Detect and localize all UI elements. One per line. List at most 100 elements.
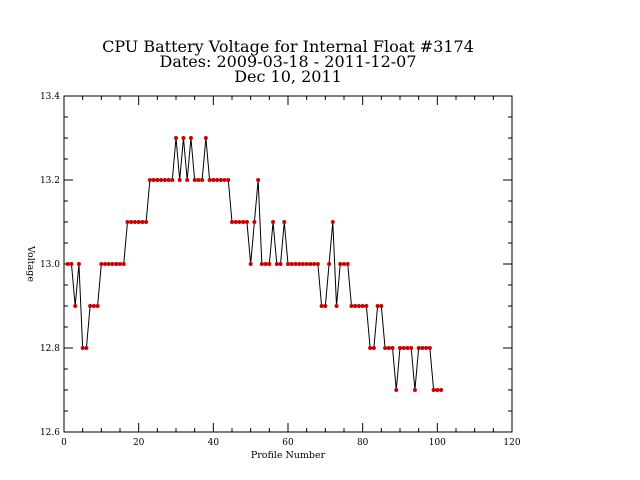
data-point: [185, 178, 190, 182]
data-point: [342, 262, 346, 266]
data-points: [65, 136, 444, 392]
data-point: [226, 178, 231, 182]
data-point: [427, 346, 432, 350]
axis-ticks: [63, 95, 513, 433]
data-point: [263, 262, 268, 266]
data-point: [398, 346, 402, 350]
data-point: [319, 304, 324, 308]
data-point: [181, 136, 186, 140]
data-point: [99, 262, 104, 266]
data-point: [252, 220, 257, 224]
data-point: [412, 388, 417, 392]
data-point: [274, 262, 279, 266]
data-point: [267, 262, 272, 266]
data-point: [286, 262, 290, 266]
data-point: [136, 220, 141, 224]
data-point: [132, 220, 137, 224]
data-point: [196, 178, 201, 182]
data-point: [256, 178, 261, 182]
x-tick-label: 20: [133, 438, 145, 448]
data-point: [368, 346, 373, 350]
data-point: [424, 346, 429, 350]
data-point: [118, 262, 122, 266]
y-tick-label: 12.8: [40, 344, 60, 354]
x-tick-label: 60: [282, 438, 294, 448]
data-point: [308, 262, 313, 266]
data-point: [140, 220, 145, 224]
data-point: [106, 262, 111, 266]
data-point: [330, 220, 335, 224]
x-tick-label: 80: [357, 438, 369, 448]
x-axis-label: Profile Number: [251, 450, 326, 461]
chart-title-line-3: Dec 10, 2011: [234, 67, 342, 86]
data-point: [312, 262, 317, 266]
data-point: [233, 220, 238, 224]
data-point: [383, 346, 388, 350]
data-point: [375, 304, 380, 308]
data-point: [409, 346, 414, 350]
data-point: [147, 178, 152, 182]
data-point: [151, 178, 156, 182]
data-point: [390, 346, 395, 350]
data-point: [304, 262, 309, 266]
data-point: [95, 304, 100, 308]
data-point: [91, 304, 96, 308]
data-point: [338, 262, 343, 266]
data-point: [192, 178, 197, 182]
data-point: [188, 136, 193, 140]
y-tick-label: 13.2: [40, 176, 60, 186]
data-point: [353, 304, 358, 308]
data-point: [293, 262, 298, 266]
data-point: [114, 262, 119, 266]
data-point: [159, 178, 164, 182]
data-point: [222, 178, 227, 182]
data-point: [80, 346, 85, 350]
x-tick-labels: 0 20 40 60 80 100 120: [61, 438, 521, 448]
data-point: [315, 262, 320, 266]
data-point: [259, 262, 264, 266]
data-point: [405, 346, 410, 350]
x-tick-label: 40: [208, 438, 220, 448]
data-point: [84, 346, 89, 350]
data-point: [237, 220, 242, 224]
data-point: [200, 178, 205, 182]
data-point: [76, 262, 81, 266]
y-tick-label: 12.6: [40, 428, 60, 438]
data-point: [65, 262, 70, 266]
data-point: [218, 178, 223, 182]
data-point: [144, 220, 149, 224]
data-point: [211, 178, 216, 182]
data-point: [334, 304, 339, 308]
data-point: [356, 304, 361, 308]
data-point: [327, 262, 332, 266]
data-point: [155, 178, 160, 182]
data-point: [88, 304, 93, 308]
data-point: [416, 346, 421, 350]
data-point: [215, 178, 220, 182]
data-point: [394, 388, 399, 392]
data-point: [166, 178, 171, 182]
data-point: [364, 304, 369, 308]
data-point: [289, 262, 294, 266]
data-point: [241, 220, 246, 224]
data-point: [300, 262, 305, 266]
data-point: [278, 262, 283, 266]
data-point: [121, 262, 126, 266]
data-point: [207, 178, 212, 182]
y-axis-label: Voltage: [25, 245, 36, 282]
chart-title-line-1: CPU Battery Voltage for Internal Float #…: [102, 37, 474, 56]
data-point: [73, 304, 78, 308]
chart-title: CPU Battery Voltage for Internal Float #…: [102, 37, 474, 86]
data-point: [379, 304, 384, 308]
data-point: [125, 220, 130, 224]
data-point: [69, 262, 74, 266]
data-point: [420, 346, 425, 350]
data-point: [386, 346, 391, 350]
data-point: [110, 262, 115, 266]
y-tick-label: 13.0: [40, 260, 60, 270]
data-point: [129, 220, 134, 224]
data-point: [297, 262, 302, 266]
data-point: [203, 136, 208, 140]
data-point: [174, 136, 178, 140]
